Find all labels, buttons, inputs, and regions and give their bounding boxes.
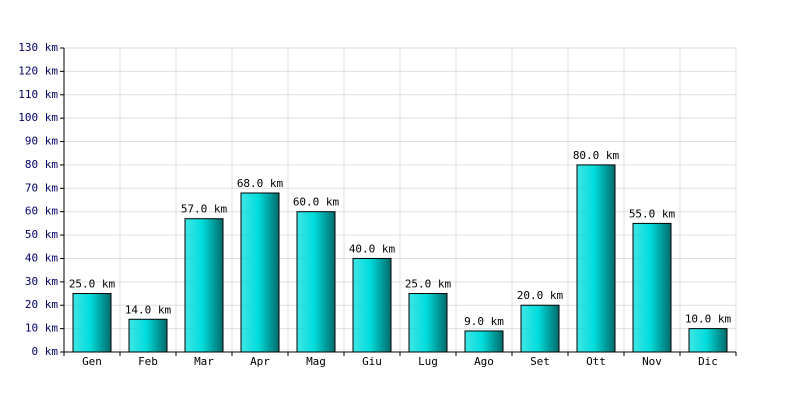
y-tick-label: 30 km (25, 275, 58, 288)
x-tick-label: Nov (642, 355, 662, 368)
bar (688, 328, 728, 353)
y-tick-label: 110 km (18, 88, 58, 101)
value-label: 68.0 km (237, 177, 284, 190)
y-tick-label: 0 km (32, 345, 59, 358)
value-label: 55.0 km (629, 207, 676, 220)
y-tick-label: 70 km (25, 181, 58, 194)
y-tick-label: 130 km (18, 41, 58, 54)
y-tick-label: 50 km (25, 228, 58, 241)
y-tick-label: 90 km (25, 135, 58, 148)
y-tick-label: 60 km (25, 205, 58, 218)
x-tick-label: Giu (362, 355, 382, 368)
bar (576, 164, 616, 353)
bar (408, 293, 448, 353)
x-tick-label: Apr (250, 355, 270, 368)
value-label: 57.0 km (181, 203, 228, 216)
value-label: 14.0 km (125, 303, 172, 316)
bar (464, 330, 504, 353)
bar (296, 211, 336, 353)
bar (128, 318, 168, 353)
value-label: 25.0 km (405, 278, 452, 291)
y-tick-label: 40 km (25, 251, 58, 264)
bar (520, 304, 560, 353)
bar (352, 257, 392, 353)
x-tick-label: Gen (82, 355, 102, 368)
value-label: 40.0 km (349, 242, 396, 255)
x-tick-label: Mag (306, 355, 326, 368)
value-label: 10.0 km (685, 313, 732, 326)
x-tick-label: Dic (698, 355, 718, 368)
x-tick-label: Mar (194, 355, 214, 368)
x-tick-label: Ago (474, 355, 494, 368)
x-tick-label: Ott (586, 355, 606, 368)
value-label: 20.0 km (517, 289, 564, 302)
bar (240, 192, 280, 353)
value-label: 80.0 km (573, 149, 620, 162)
y-tick-label: 120 km (18, 64, 58, 77)
y-tick-label: 20 km (25, 298, 58, 311)
y-tick-label: 10 km (25, 322, 58, 335)
value-label: 25.0 km (69, 278, 116, 291)
bar (72, 293, 112, 353)
x-tick-label: Lug (418, 355, 438, 368)
value-label: 9.0 km (464, 315, 504, 328)
value-label: 60.0 km (293, 196, 340, 209)
y-tick-label: 80 km (25, 158, 58, 171)
bar (632, 222, 672, 353)
x-tick-label: Feb (138, 355, 158, 368)
x-tick-label: Set (530, 355, 550, 368)
bar (184, 218, 224, 353)
y-tick-label: 100 km (18, 111, 58, 124)
